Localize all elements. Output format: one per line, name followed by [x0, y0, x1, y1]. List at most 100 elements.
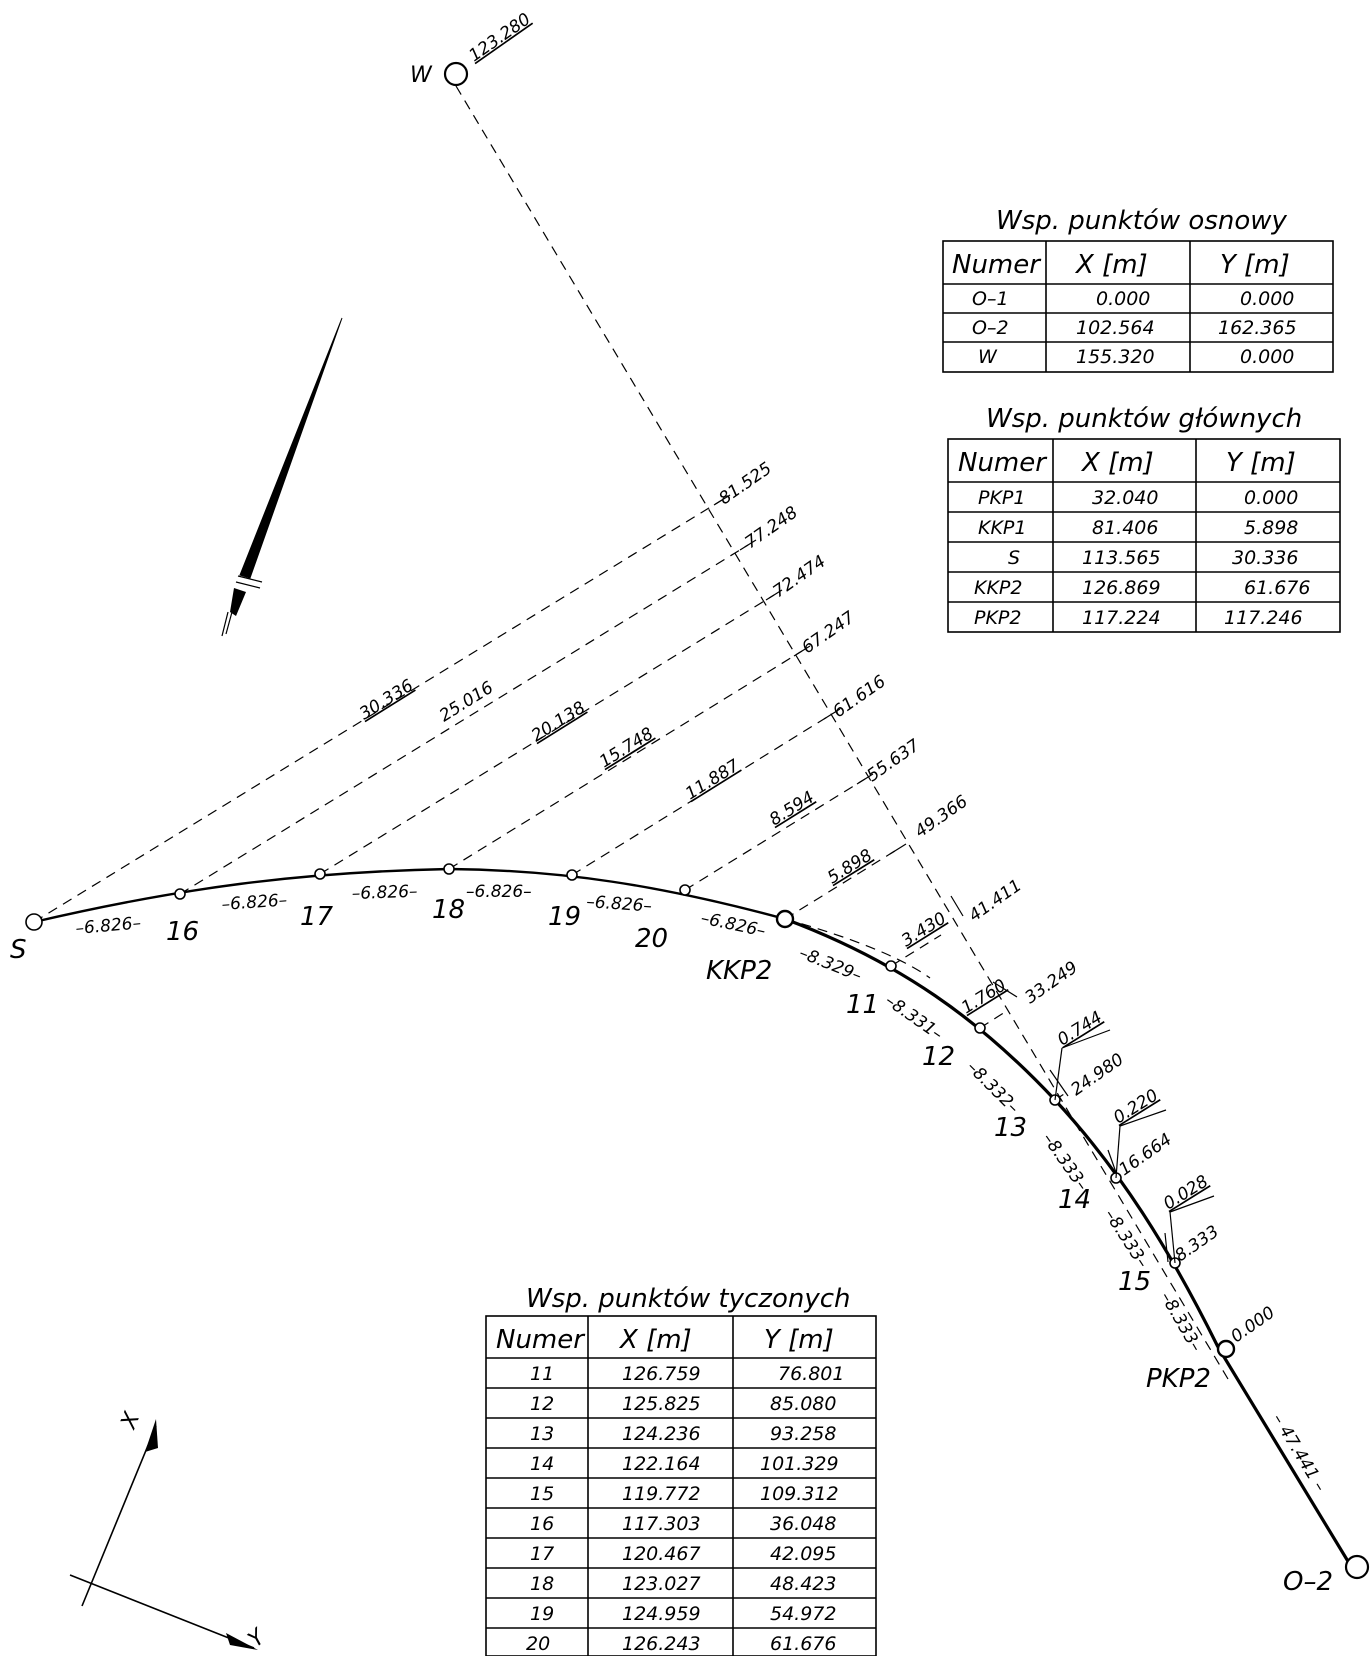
ordinate-value: 30.336 [356, 676, 417, 725]
tangent-line [1216, 1346, 1351, 1564]
chord-value: –6.826– [221, 890, 288, 915]
table-header: Y [m] [1226, 448, 1296, 478]
table-cell: 11 [530, 1363, 554, 1385]
y-axis-label: Y [244, 1624, 272, 1653]
leader-line [1115, 1125, 1121, 1179]
reference-tick [713, 494, 731, 506]
ordinate-value: 0.220 [1110, 1085, 1162, 1128]
table-cell: 5.898 [1244, 517, 1298, 539]
stake-point-12 [974, 1022, 986, 1034]
leader-line [1054, 1047, 1063, 1101]
table-cell: 124.236 [622, 1423, 701, 1445]
control-point-o2 [1344, 1554, 1370, 1580]
leader-line [1169, 1195, 1215, 1213]
table-header: Numer [952, 250, 1042, 280]
table-title: Wsp. punktów tyczonych [526, 1284, 851, 1314]
stake-label: 15 [1118, 1267, 1151, 1297]
abscissa-value: 49.366 [911, 791, 971, 842]
table-cell: 117.303 [622, 1513, 701, 1535]
table-cell: 102.564 [1076, 317, 1155, 339]
table-header: X [m] [1080, 448, 1154, 478]
chord-value: –8.333– [1156, 1289, 1206, 1356]
x-axis-line [81, 1425, 157, 1607]
stake-label: 18 [432, 895, 465, 925]
main-point-pkp2 [1216, 1339, 1236, 1359]
table-cell: 61.676 [770, 1633, 836, 1655]
reference-tick [793, 645, 811, 657]
table-cell: 155.320 [1076, 346, 1155, 368]
table-cell: 125.825 [622, 1393, 701, 1415]
abscissa-value: 24.980 [1067, 1050, 1127, 1101]
ordinate-value: 0.744 [1054, 1007, 1106, 1050]
north-arrow-needle [239, 317, 343, 579]
chord-value: –8.332– [962, 1057, 1023, 1118]
offset-line-17 [319, 594, 775, 875]
stake-label: 20 [635, 924, 668, 954]
table-cell: 36.048 [770, 1513, 836, 1535]
table-cell: O–1 [972, 288, 1009, 310]
point-s [25, 913, 43, 931]
ordinate-value: 20.138 [528, 698, 589, 747]
reference-line-w [455, 85, 1229, 1380]
ordinate-value: 5.898 [824, 845, 876, 888]
chord-value: –6.826– [75, 913, 142, 939]
axis-indicator: X Y [69, 1408, 272, 1653]
table-cell: 113.565 [1082, 547, 1161, 569]
stake-label: 12 [922, 1042, 955, 1072]
stake-label: 13 [994, 1113, 1027, 1143]
table-cell: 42.095 [770, 1543, 836, 1565]
table-cell: 119.772 [622, 1483, 701, 1505]
table-cell: 162.365 [1218, 317, 1297, 339]
north-arrow-stem [225, 611, 233, 635]
point-label-kkp2: KKP2 [706, 956, 772, 986]
chord-value: –6.826– [466, 882, 532, 902]
table-cell: 16 [530, 1513, 554, 1535]
table-cell: 76.801 [778, 1363, 844, 1385]
table-cell: 126.243 [622, 1633, 701, 1655]
table-cell: KKP1 [978, 517, 1026, 539]
north-arrow-tail [230, 588, 246, 616]
x-axis-arrowhead [145, 1419, 158, 1452]
table-cell: 123.027 [622, 1573, 701, 1595]
table-cell: O–2 [972, 317, 1009, 339]
offset-line-18 [448, 650, 803, 870]
stake-point-17 [314, 868, 326, 880]
ordinate-value: 15.748 [596, 724, 657, 773]
table-cell: 122.164 [622, 1453, 701, 1475]
table-header: Numer [496, 1325, 586, 1355]
chord-value: –8.331– [881, 991, 946, 1045]
table-osnowa: Wsp. punktów osnowy Numer X [m] Y [m] O–… [942, 206, 1334, 373]
table-cell: 17 [530, 1543, 554, 1565]
offset-lines [33, 499, 1120, 1179]
stake-label: 11 [846, 990, 879, 1020]
stake-label: 16 [166, 917, 199, 947]
north-arrow-tick [235, 581, 261, 589]
stake-label: 19 [548, 902, 581, 932]
table-cell: PKP1 [978, 487, 1025, 509]
table-cell: S [1008, 547, 1020, 569]
reference-tick [889, 843, 907, 855]
abscissa-value: 33.249 [1021, 958, 1081, 1009]
abscissa-value: 77.248 [741, 502, 801, 553]
table-cell: 0.000 [1096, 288, 1150, 310]
table-header: X [m] [1074, 250, 1148, 280]
table-frame [942, 240, 1334, 373]
table-cell: 0.000 [1240, 346, 1294, 368]
table-cell: 12 [530, 1393, 554, 1415]
north-arrow [221, 317, 343, 637]
stake-point-20 [679, 884, 691, 896]
ordinate-value: 1.760 [958, 975, 1010, 1018]
reference-tick [823, 708, 841, 720]
main-point-kkp2 [775, 909, 795, 929]
leader-line [1061, 1029, 1111, 1049]
table-cell: 30.336 [1232, 547, 1298, 569]
table-cell: 101.329 [760, 1453, 839, 1475]
reference-tick [1049, 1069, 1069, 1097]
stake-point-16 [174, 888, 186, 900]
chord-value: –6.826– [586, 892, 653, 917]
abscissa-value: 67.247 [798, 607, 858, 658]
point-label-w: W [410, 63, 433, 88]
offset-line-kkp2 [784, 848, 899, 920]
table-cell: 120.467 [622, 1543, 701, 1565]
